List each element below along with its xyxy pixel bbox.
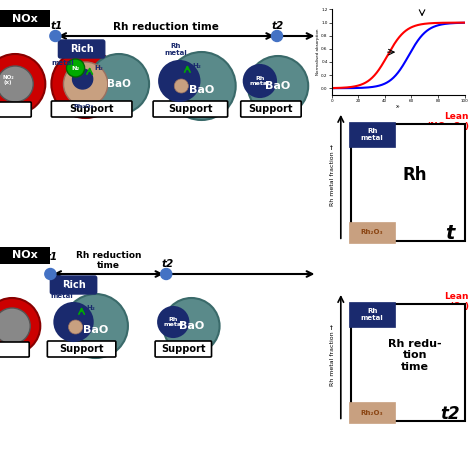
Text: Rh reduction time: Rh reduction time <box>113 22 219 32</box>
Text: Rh
metal: Rh metal <box>164 43 187 56</box>
Text: H₂: H₂ <box>192 63 201 69</box>
Text: Rh₂O₃: Rh₂O₃ <box>73 103 94 109</box>
FancyBboxPatch shape <box>153 101 228 117</box>
Text: Support: Support <box>69 104 114 114</box>
Text: Rh₂O₃: Rh₂O₃ <box>361 229 383 236</box>
Circle shape <box>0 308 30 344</box>
Text: t2: t2 <box>272 21 284 31</box>
Text: Rh
metal: Rh metal <box>50 286 73 299</box>
Text: Support: Support <box>168 104 213 114</box>
FancyBboxPatch shape <box>51 101 132 117</box>
Circle shape <box>161 268 172 280</box>
Circle shape <box>73 69 93 89</box>
FancyBboxPatch shape <box>0 10 50 27</box>
Circle shape <box>55 303 93 341</box>
Y-axis label: Normalised absorption: Normalised absorption <box>316 29 320 75</box>
Circle shape <box>66 59 85 77</box>
Text: NOx: NOx <box>12 250 38 261</box>
Text: BaO: BaO <box>179 321 204 331</box>
Text: Rh
metal: Rh metal <box>51 53 74 66</box>
Text: t: t <box>446 224 455 244</box>
Text: N₂: N₂ <box>72 65 80 71</box>
Circle shape <box>158 307 188 337</box>
Circle shape <box>45 268 56 280</box>
Circle shape <box>51 50 120 118</box>
FancyBboxPatch shape <box>155 341 211 357</box>
Circle shape <box>68 320 82 334</box>
Text: Rh
metal: Rh metal <box>250 75 270 86</box>
Text: t2: t2 <box>161 259 173 269</box>
Circle shape <box>89 54 149 114</box>
Text: Rh: Rh <box>402 166 427 184</box>
Text: BaO: BaO <box>189 85 214 95</box>
FancyBboxPatch shape <box>349 402 395 423</box>
FancyBboxPatch shape <box>50 276 97 294</box>
Circle shape <box>0 298 40 354</box>
FancyBboxPatch shape <box>47 341 116 357</box>
Text: Rich: Rich <box>70 44 93 54</box>
Circle shape <box>244 65 276 97</box>
Text: Support: Support <box>59 344 104 354</box>
Text: Lean
(NO+O₂): Lean (NO+O₂) <box>426 112 469 131</box>
Text: Rh redu-
tion
time: Rh redu- tion time <box>388 338 442 372</box>
Text: t1: t1 <box>50 21 63 31</box>
Text: Rich: Rich <box>62 280 85 290</box>
FancyBboxPatch shape <box>0 342 29 357</box>
Circle shape <box>167 52 236 120</box>
Circle shape <box>64 62 108 106</box>
FancyBboxPatch shape <box>349 222 395 243</box>
Text: Rh metal fraction →: Rh metal fraction → <box>330 144 335 206</box>
Circle shape <box>159 61 200 101</box>
Text: Rh reduction
time: Rh reduction time <box>75 251 141 270</box>
Circle shape <box>0 54 46 114</box>
FancyBboxPatch shape <box>349 122 395 147</box>
Text: H₂: H₂ <box>87 305 95 311</box>
Text: H₂: H₂ <box>95 65 103 71</box>
Text: Lean
(O₂): Lean (O₂) <box>444 292 469 311</box>
Circle shape <box>163 298 219 354</box>
Circle shape <box>50 30 61 42</box>
Circle shape <box>64 294 128 358</box>
Text: Rh
metal: Rh metal <box>361 128 383 141</box>
Circle shape <box>272 30 283 42</box>
Circle shape <box>174 79 188 93</box>
FancyBboxPatch shape <box>351 304 465 421</box>
Text: BaO: BaO <box>107 79 131 89</box>
FancyBboxPatch shape <box>0 102 31 117</box>
Circle shape <box>248 56 308 116</box>
FancyBboxPatch shape <box>349 302 395 328</box>
FancyBboxPatch shape <box>58 40 105 58</box>
Text: BaO: BaO <box>83 325 109 335</box>
FancyBboxPatch shape <box>0 247 50 264</box>
Text: Rh
metal: Rh metal <box>361 309 383 321</box>
Text: Support: Support <box>161 344 206 354</box>
Text: NO₂
(x): NO₂ (x) <box>2 74 14 85</box>
Text: Rh
metal: Rh metal <box>163 317 183 328</box>
Text: NOx: NOx <box>12 13 38 24</box>
Text: Support: Support <box>249 104 293 114</box>
Text: t2: t2 <box>440 405 460 423</box>
Circle shape <box>0 66 33 102</box>
FancyBboxPatch shape <box>351 124 465 241</box>
FancyBboxPatch shape <box>241 101 301 117</box>
Text: BaO: BaO <box>265 81 291 91</box>
Text: Rh metal fraction →: Rh metal fraction → <box>330 324 335 386</box>
X-axis label: x-: x- <box>396 104 401 109</box>
Text: t1: t1 <box>45 252 57 262</box>
Text: Rh₂O₃: Rh₂O₃ <box>361 410 383 416</box>
